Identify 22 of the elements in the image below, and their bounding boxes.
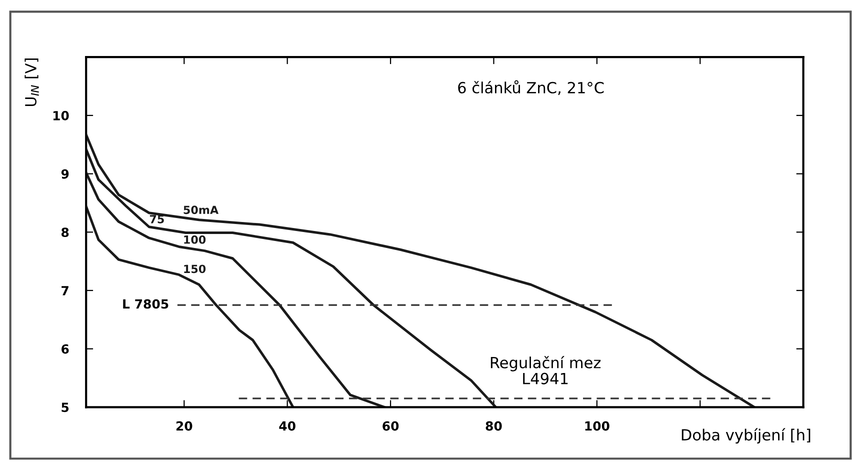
- y-axis-title: U$_{IN}$ [V]: [24, 58, 39, 106]
- series-label: 100: [184, 235, 206, 244]
- y-tick-label: 10: [53, 110, 69, 120]
- annotation: Regulační mez L4941: [490, 356, 601, 384]
- x-axis-title: Doba vybíjení [h]: [682, 428, 810, 444]
- series-label: 50mA: [184, 206, 219, 214]
- x-tick-label: 100: [585, 421, 610, 431]
- line-series: [86, 133, 756, 408]
- y-tick-label: 9: [61, 169, 69, 179]
- x-tick-label: 60: [382, 421, 399, 431]
- line-series: [86, 205, 294, 408]
- text: 6 článků ZnC, 21°C: [458, 80, 604, 95]
- y-tick-label: 7: [62, 286, 68, 296]
- x-tick-label: 80: [486, 421, 502, 431]
- annotation: L 7805: [123, 299, 168, 309]
- series-label: 150: [184, 264, 206, 274]
- x-tick-label: 40: [279, 421, 296, 431]
- x-tick-label: 20: [176, 421, 192, 431]
- y-tick-label: 8: [62, 228, 69, 238]
- line-series: [86, 171, 386, 408]
- y-tick-label: 6: [62, 344, 69, 354]
- y-tick-label: 5: [62, 402, 69, 412]
